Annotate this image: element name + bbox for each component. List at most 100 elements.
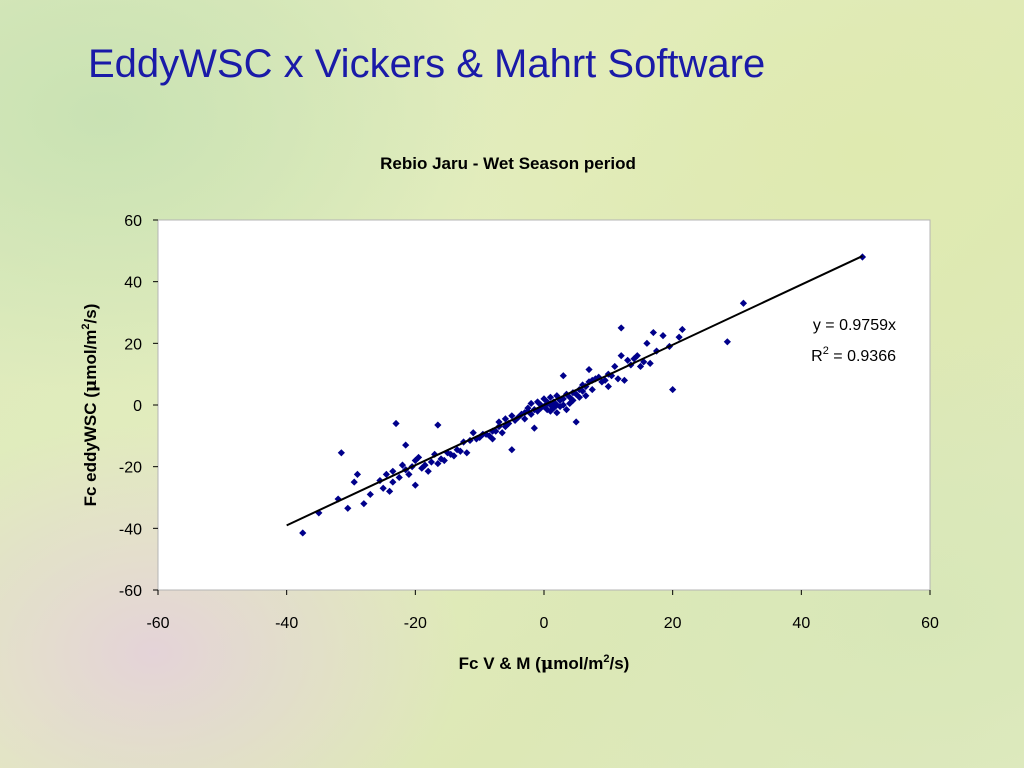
data-point bbox=[411, 481, 419, 489]
y-axis-ticks: 60 40 20 0 -20 -40 -60 bbox=[119, 213, 158, 600]
data-point bbox=[527, 410, 535, 418]
data-point bbox=[350, 478, 358, 486]
data-point bbox=[360, 500, 368, 508]
data-point bbox=[431, 450, 439, 458]
data-point bbox=[588, 385, 596, 394]
data-point bbox=[527, 399, 535, 408]
data-point bbox=[402, 441, 410, 449]
data-point bbox=[556, 402, 564, 411]
data-point bbox=[575, 393, 583, 401]
data-point bbox=[488, 435, 497, 443]
y-tick-label: -60 bbox=[119, 583, 142, 600]
data-point bbox=[395, 473, 403, 482]
data-point bbox=[652, 347, 661, 355]
data-point bbox=[521, 415, 529, 423]
data-point bbox=[421, 461, 429, 469]
data-point bbox=[669, 385, 677, 394]
data-point bbox=[501, 422, 509, 431]
data-point bbox=[675, 333, 683, 341]
data-point bbox=[559, 401, 567, 409]
x-axis-label-text: Fc V & M ( bbox=[459, 654, 542, 673]
data-point bbox=[723, 338, 731, 346]
data-point bbox=[315, 509, 323, 517]
data-point bbox=[463, 449, 471, 457]
data-point bbox=[495, 418, 503, 426]
data-point bbox=[550, 404, 558, 412]
data-point bbox=[604, 382, 612, 391]
regression-equation: y = 0.9759x bbox=[813, 317, 896, 334]
y-axis-label-unit: mol/m bbox=[81, 330, 100, 380]
data-point bbox=[299, 529, 307, 537]
data-point bbox=[456, 447, 464, 455]
data-point bbox=[553, 401, 561, 409]
data-point bbox=[611, 362, 619, 371]
y-axis-label-sup: 2 bbox=[80, 323, 92, 329]
x-axis-ticks: -60 -40 -20 0 20 40 60 bbox=[146, 590, 939, 632]
data-point bbox=[537, 404, 545, 412]
x-tick-label: 60 bbox=[921, 615, 939, 632]
data-point bbox=[572, 418, 580, 426]
x-axis-label-mu: μ bbox=[541, 654, 553, 674]
data-point bbox=[633, 352, 641, 360]
x-axis-label-unit: mol/m bbox=[553, 654, 603, 673]
data-point bbox=[559, 395, 567, 403]
data-point bbox=[427, 458, 436, 466]
x-tick-label: 0 bbox=[540, 615, 549, 632]
y-tick-label: 60 bbox=[124, 213, 142, 230]
x-axis-label-sup: 2 bbox=[603, 653, 609, 665]
data-point bbox=[334, 495, 342, 503]
x-tick-label: -20 bbox=[404, 615, 427, 632]
data-point bbox=[620, 376, 629, 384]
y-axis-label: Fc eddyWSC (μmol/m2/s) bbox=[80, 304, 101, 507]
data-point bbox=[469, 429, 477, 437]
x-tick-label: 20 bbox=[664, 615, 682, 632]
data-point bbox=[582, 392, 590, 400]
chart-title: Rebio Jaru - Wet Season period bbox=[380, 154, 636, 173]
data-point bbox=[569, 396, 577, 404]
data-point bbox=[659, 332, 667, 340]
x-tick-label: -40 bbox=[275, 615, 298, 632]
trendline bbox=[286, 255, 863, 527]
y-tick-label: 40 bbox=[124, 275, 142, 292]
data-point bbox=[389, 467, 397, 475]
data-point bbox=[566, 399, 574, 408]
data-point bbox=[617, 324, 625, 332]
data-point bbox=[553, 409, 561, 417]
data-point bbox=[559, 372, 567, 380]
data-point bbox=[566, 393, 574, 401]
data-point bbox=[614, 375, 622, 383]
data-point bbox=[585, 365, 593, 374]
data-point bbox=[636, 362, 645, 371]
x-axis-label: Fc V & M (μmol/m2/s) bbox=[459, 653, 630, 674]
y-axis-label-text: Fc eddyWSC ( bbox=[81, 392, 100, 507]
data-point bbox=[386, 487, 394, 495]
data-point bbox=[649, 328, 657, 337]
y-tick-label: 0 bbox=[133, 398, 142, 415]
data-point bbox=[379, 484, 387, 492]
data-point bbox=[498, 429, 506, 437]
data-point bbox=[405, 470, 413, 478]
data-point bbox=[624, 356, 632, 364]
r-squared-superscript: 2 bbox=[823, 345, 829, 357]
data-point bbox=[453, 446, 461, 454]
data-point bbox=[643, 339, 651, 347]
r-squared-prefix: R bbox=[811, 348, 823, 365]
x-axis-label-end: /s) bbox=[609, 654, 629, 673]
data-point bbox=[678, 325, 686, 334]
x-tick-label: -60 bbox=[146, 615, 169, 632]
data-point bbox=[562, 406, 571, 414]
data-point bbox=[617, 352, 625, 360]
data-point bbox=[508, 412, 516, 420]
data-point bbox=[630, 355, 638, 363]
data-point bbox=[508, 446, 516, 454]
y-axis-label-end: /s) bbox=[81, 304, 100, 324]
data-point bbox=[398, 461, 407, 469]
data-point bbox=[353, 470, 362, 478]
y-tick-label: -20 bbox=[119, 460, 142, 477]
data-point bbox=[382, 470, 390, 478]
data-point bbox=[546, 393, 555, 401]
data-point bbox=[440, 456, 448, 465]
r-squared-label: R2 = 0.9366 bbox=[811, 345, 896, 365]
y-tick-label: -40 bbox=[119, 521, 142, 538]
data-point bbox=[434, 421, 442, 429]
